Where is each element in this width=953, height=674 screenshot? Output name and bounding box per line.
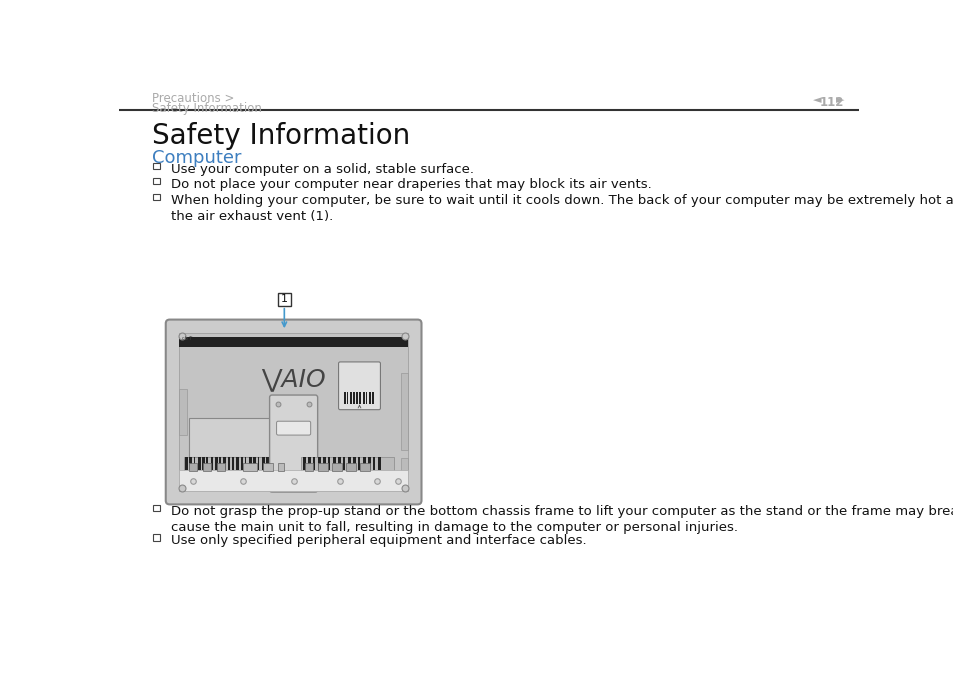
Bar bbox=[179, 337, 408, 346]
Bar bbox=[153, 505, 159, 512]
Bar bbox=[356, 392, 357, 404]
Bar bbox=[400, 458, 408, 474]
Bar bbox=[266, 458, 269, 470]
Text: Computer: Computer bbox=[152, 150, 241, 167]
Bar bbox=[249, 458, 252, 470]
Bar bbox=[343, 458, 344, 470]
Text: Do not place your computer near draperies that may block its air vents.: Do not place your computer near draperie… bbox=[171, 178, 651, 191]
Text: Do not grasp the prop-up stand or the bottom chassis frame to lift your computer: Do not grasp the prop-up stand or the bo… bbox=[171, 505, 953, 518]
Bar bbox=[257, 458, 259, 470]
Text: 112: 112 bbox=[819, 96, 843, 109]
Bar bbox=[358, 458, 359, 470]
Bar bbox=[372, 392, 374, 404]
FancyBboxPatch shape bbox=[166, 319, 421, 504]
Text: 1: 1 bbox=[281, 294, 288, 304]
Bar bbox=[219, 458, 220, 470]
Bar bbox=[363, 458, 366, 470]
Bar bbox=[190, 458, 192, 470]
Bar bbox=[353, 392, 355, 404]
Bar bbox=[344, 392, 346, 404]
Bar bbox=[378, 458, 381, 470]
Bar bbox=[317, 458, 320, 470]
Text: ►: ► bbox=[835, 96, 843, 106]
Bar bbox=[223, 458, 226, 470]
Text: ⋁AIO: ⋁AIO bbox=[261, 367, 326, 392]
Text: Safety Information: Safety Information bbox=[152, 123, 410, 150]
Bar bbox=[153, 163, 159, 169]
Bar bbox=[236, 458, 239, 470]
Bar bbox=[214, 458, 217, 470]
Bar bbox=[206, 458, 208, 470]
Text: Use your computer on a solid, stable surface.: Use your computer on a solid, stable sur… bbox=[171, 163, 474, 177]
Bar bbox=[400, 373, 408, 450]
Bar bbox=[211, 458, 213, 470]
Bar bbox=[333, 458, 335, 470]
FancyBboxPatch shape bbox=[276, 421, 311, 435]
Bar bbox=[332, 463, 341, 470]
Bar bbox=[261, 458, 264, 470]
Bar bbox=[179, 333, 408, 491]
Bar bbox=[359, 392, 361, 404]
Bar bbox=[360, 463, 369, 470]
Text: cb T: cb T bbox=[182, 336, 193, 341]
Bar bbox=[337, 458, 340, 470]
FancyBboxPatch shape bbox=[338, 362, 380, 410]
Bar bbox=[305, 463, 313, 470]
Bar bbox=[153, 534, 159, 541]
Bar bbox=[347, 392, 348, 404]
Bar bbox=[240, 458, 243, 470]
Bar bbox=[365, 392, 367, 404]
Bar bbox=[253, 458, 255, 470]
Bar bbox=[185, 458, 188, 470]
Bar bbox=[323, 458, 325, 470]
FancyBboxPatch shape bbox=[270, 395, 317, 492]
Bar bbox=[245, 458, 246, 470]
Bar bbox=[373, 458, 375, 470]
Bar bbox=[328, 458, 330, 470]
Bar bbox=[362, 392, 364, 404]
Bar bbox=[153, 178, 159, 184]
Bar bbox=[197, 458, 200, 470]
Bar bbox=[278, 293, 291, 306]
Bar bbox=[301, 457, 394, 474]
Bar bbox=[216, 463, 224, 470]
Bar bbox=[369, 392, 371, 404]
Bar bbox=[346, 463, 355, 470]
Bar bbox=[189, 418, 274, 457]
Bar bbox=[303, 458, 305, 470]
Text: Safety Information: Safety Information bbox=[152, 102, 261, 115]
Bar bbox=[232, 458, 233, 470]
Bar bbox=[228, 458, 231, 470]
Text: Precautions >: Precautions > bbox=[152, 92, 233, 105]
Bar bbox=[203, 463, 211, 470]
Bar bbox=[179, 470, 408, 491]
Bar bbox=[308, 458, 311, 470]
Bar bbox=[368, 458, 371, 470]
Bar bbox=[179, 389, 187, 435]
Text: When holding your computer, be sure to wait until it cools down. The back of you: When holding your computer, be sure to w… bbox=[171, 194, 953, 207]
Bar bbox=[193, 458, 195, 470]
Text: cause the main unit to fall, resulting in damage to the computer or personal inj: cause the main unit to fall, resulting i… bbox=[171, 521, 738, 534]
Bar bbox=[183, 457, 303, 474]
Bar bbox=[348, 458, 351, 470]
Text: the air exhaust vent (1).: the air exhaust vent (1). bbox=[171, 210, 334, 223]
Bar bbox=[153, 194, 159, 200]
Bar bbox=[318, 463, 328, 470]
Bar bbox=[189, 463, 196, 470]
Bar bbox=[262, 463, 274, 470]
Bar bbox=[278, 463, 284, 470]
Text: ◄: ◄ bbox=[812, 96, 821, 106]
Bar bbox=[243, 463, 257, 470]
Bar bbox=[350, 392, 352, 404]
Text: Use only specified peripheral equipment and interface cables.: Use only specified peripheral equipment … bbox=[171, 534, 586, 547]
Bar bbox=[202, 458, 205, 470]
Bar bbox=[353, 458, 355, 470]
Bar bbox=[313, 458, 314, 470]
